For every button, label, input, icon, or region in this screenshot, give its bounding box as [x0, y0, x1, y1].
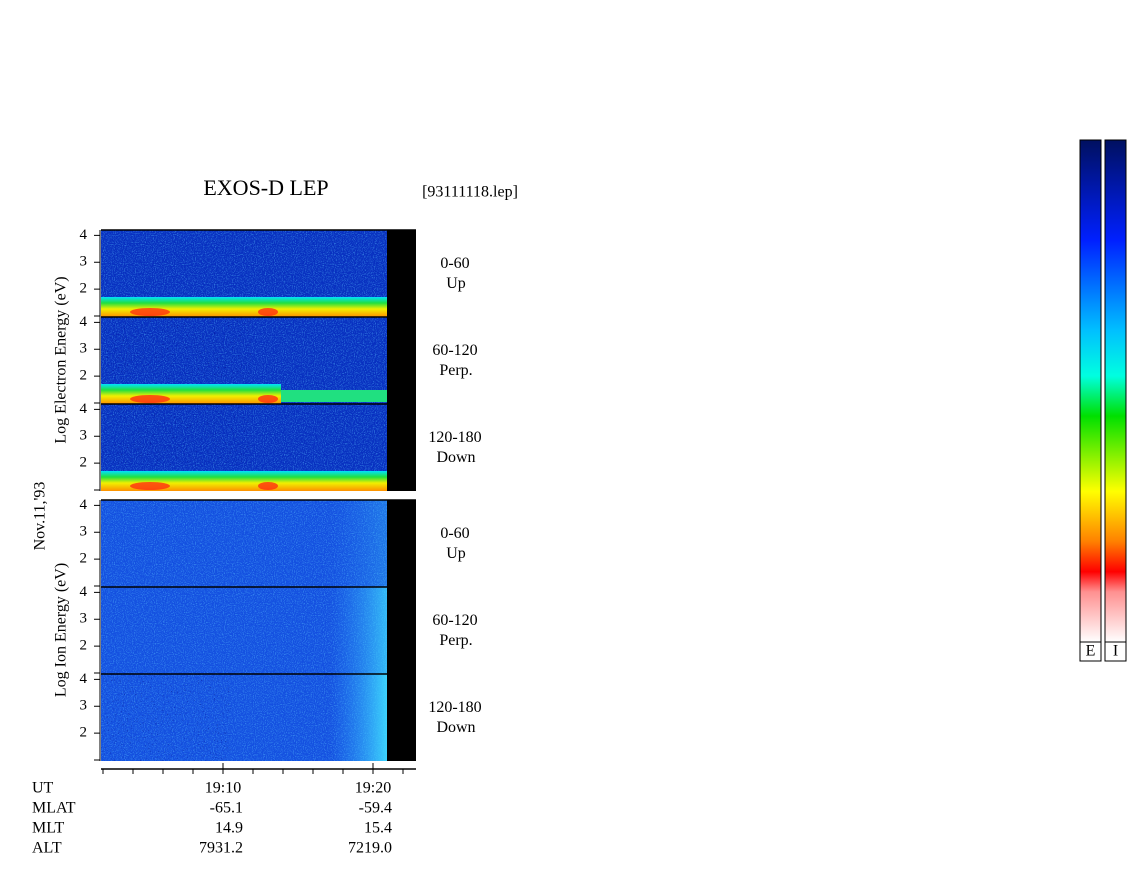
energy-band: [101, 384, 281, 404]
direction: Up: [446, 275, 466, 292]
band-peak: [130, 482, 170, 490]
no-data: [387, 317, 416, 404]
ephemeris-label: ALT: [32, 840, 62, 857]
direction: Down: [436, 449, 475, 466]
ephemeris-value: 7219.0: [348, 840, 392, 857]
colorbar: [1079, 139, 1102, 643]
no-data: [387, 404, 416, 491]
ephemeris-value: -65.1: [210, 800, 243, 817]
x-tick-label: 19:20: [355, 780, 391, 797]
band-peak: [258, 395, 278, 403]
y-tick-label: 2: [80, 638, 88, 654]
ion-axis-label: Log Ion Energy (eV): [53, 563, 70, 697]
direction: Down: [436, 719, 475, 736]
spectrogram-noise: [101, 674, 231, 761]
colorbar-label: I: [1113, 643, 1118, 660]
direction: Up: [446, 545, 466, 562]
energy-band: [101, 297, 387, 317]
band-peak: [130, 395, 170, 403]
y-tick-label: 3: [80, 524, 88, 540]
y-tick-label: 2: [80, 368, 88, 384]
y-tick-label: 2: [80, 551, 88, 567]
y-tick-label: 4: [80, 671, 88, 687]
band-peak: [258, 482, 278, 490]
ephemeris-value: -59.4: [359, 800, 392, 817]
y-tick-label: 4: [80, 314, 88, 330]
pitch-angle: 0-60: [440, 255, 469, 272]
pitch-angle: 60-120: [432, 342, 477, 359]
band-peak: [258, 308, 278, 316]
pitch-angle: 120-180: [428, 699, 481, 716]
title: EXOS-D LEP: [203, 175, 328, 200]
ion-edge: [330, 587, 387, 674]
direction: Perp.: [439, 632, 472, 649]
no-data: [387, 587, 416, 674]
y-tick-label: 3: [80, 611, 88, 627]
spectrogram-noise: [101, 404, 251, 466]
band-peak: [130, 308, 170, 316]
y-tick-label: 3: [80, 254, 88, 270]
colorbar-label-box: [1079, 641, 1102, 662]
spectrogram-noise: [101, 317, 251, 379]
pitch-angle: 120-180: [428, 429, 481, 446]
y-tick-label: 3: [80, 698, 88, 714]
y-tick-label: 4: [80, 227, 88, 243]
no-data: [387, 500, 416, 587]
y-tick-label: 2: [80, 281, 88, 297]
ephemeris-label: MLAT: [32, 800, 76, 817]
filename: [93111118.lep]: [422, 184, 518, 201]
energy-band: [101, 471, 387, 491]
no-data: [387, 230, 416, 317]
colorbar: [1104, 139, 1127, 643]
electron-axis-label: Log Electron Energy (eV): [53, 276, 70, 443]
energy-band: [281, 390, 387, 402]
x-tick-label: 19:10: [205, 780, 241, 797]
colorbar-label-box: [1104, 641, 1127, 662]
pitch-angle: 60-120: [432, 612, 477, 629]
ephemeris-value: 14.9: [215, 820, 243, 837]
date: Nov.11,'93: [32, 482, 49, 551]
y-tick-label: 3: [80, 428, 88, 444]
colorbar-label: E: [1086, 643, 1096, 660]
y-tick-label: 2: [80, 455, 88, 471]
ion-edge: [330, 500, 387, 587]
ion-edge: [330, 674, 387, 761]
no-data: [387, 674, 416, 761]
ephemeris-value: 15.4: [364, 820, 392, 837]
y-tick-label: 4: [80, 584, 88, 600]
ephemeris-value: 7931.2: [199, 840, 243, 857]
direction: Perp.: [439, 362, 472, 379]
y-tick-label: 4: [80, 401, 88, 417]
pitch-angle: 0-60: [440, 525, 469, 542]
y-tick-label: 4: [80, 497, 88, 513]
ephemeris-label: UT: [32, 780, 54, 797]
y-tick-label: 3: [80, 341, 88, 357]
ephemeris-label: MLT: [32, 820, 65, 837]
y-tick-label: 2: [80, 725, 88, 741]
